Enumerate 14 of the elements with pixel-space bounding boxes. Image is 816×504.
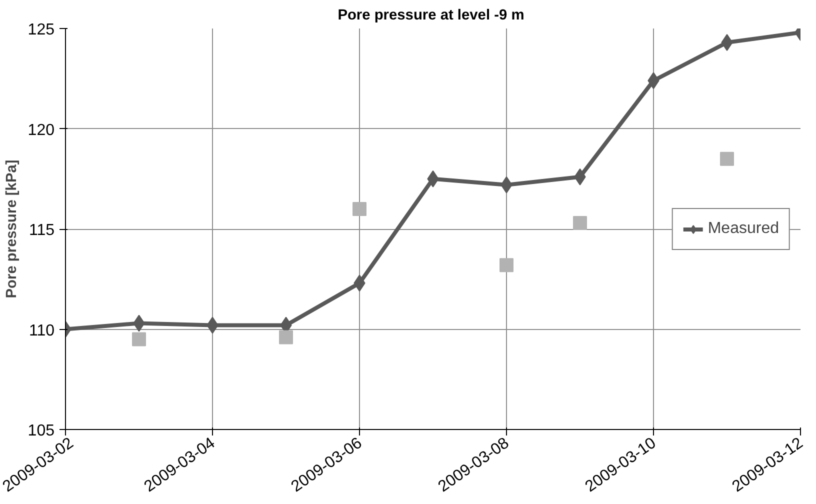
chart-title: Pore pressure at level -9 m	[338, 8, 524, 24]
point	[352, 202, 366, 216]
legend-label: Measured	[708, 220, 779, 238]
y-tick-label: 125	[28, 22, 55, 38]
point	[132, 332, 146, 346]
y-tick-label: 110	[28, 322, 55, 340]
point	[500, 258, 514, 272]
y-axis-title: Pore pressure [kPa]	[4, 160, 20, 298]
y-tick-label: 105	[28, 422, 55, 440]
point	[573, 216, 587, 230]
point	[279, 330, 293, 344]
y-tick-label: 115	[28, 222, 55, 239]
y-tick-label: 120	[28, 122, 55, 139]
point	[720, 152, 734, 166]
